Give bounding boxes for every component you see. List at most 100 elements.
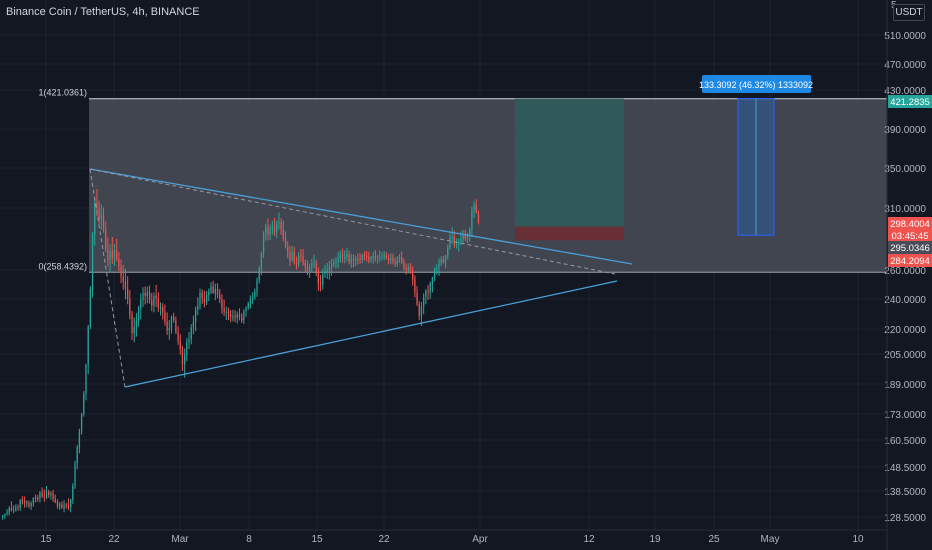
candle-body xyxy=(308,267,311,272)
candle-body xyxy=(352,259,355,261)
long-position-profit-zone xyxy=(515,98,624,227)
candle-body xyxy=(311,263,313,268)
candle-body xyxy=(317,271,320,284)
candle-body xyxy=(162,307,164,313)
candle-body xyxy=(201,292,203,299)
candle-body xyxy=(260,253,263,269)
candle-body xyxy=(361,255,363,260)
candle-body xyxy=(192,321,195,328)
candle-body xyxy=(449,237,451,248)
candle-body xyxy=(76,446,78,464)
candle-body xyxy=(153,295,155,306)
y-tick-label: 138.5000 xyxy=(884,487,926,498)
candle-body xyxy=(96,202,98,209)
candle-body xyxy=(409,266,412,271)
fib-level-0-label: 0(258.4392) xyxy=(38,261,87,271)
dashed-midline xyxy=(89,168,616,275)
y-tick-label: 160.5000 xyxy=(884,436,926,447)
candle-body xyxy=(72,485,74,501)
candle-body xyxy=(348,254,350,263)
candle-body xyxy=(120,266,122,277)
x-tick-label: 15 xyxy=(311,534,323,545)
candle-body xyxy=(241,317,243,321)
candle-body xyxy=(80,414,83,432)
candle-body xyxy=(414,279,416,293)
candle-body xyxy=(67,504,70,508)
candle-body xyxy=(105,229,107,250)
candle-body xyxy=(170,316,173,329)
candle-body xyxy=(107,249,109,261)
candle-body xyxy=(287,246,289,252)
candle-body xyxy=(129,299,131,315)
candle-body xyxy=(59,504,61,507)
candle-body xyxy=(298,255,300,265)
drawing-zones: 1(421.0361) 0(258.4392) 133.3092 (46.32%) … xyxy=(38,75,887,273)
candle-body xyxy=(190,327,192,340)
candle-body xyxy=(50,493,52,496)
candle-body xyxy=(429,282,431,293)
candle-body xyxy=(394,261,396,264)
candle-body xyxy=(26,502,28,504)
candle-body xyxy=(365,256,368,258)
price-label-box xyxy=(888,217,932,230)
candle-body xyxy=(34,497,37,499)
candle-body xyxy=(232,316,234,318)
candle-body xyxy=(21,499,24,501)
candle-body xyxy=(100,214,102,219)
candle-body xyxy=(15,507,17,510)
candle-body xyxy=(425,290,427,298)
candle-body xyxy=(155,295,157,299)
y-tick-label: 260.0000 xyxy=(884,266,926,277)
candle-body xyxy=(475,204,477,214)
candle-body xyxy=(405,267,407,271)
price-label: 298.4004 xyxy=(890,219,930,230)
candle-body xyxy=(398,256,401,260)
candle-body xyxy=(271,226,274,229)
price-label: 295.0346 xyxy=(890,243,930,254)
candle-body xyxy=(249,299,252,304)
candle-body xyxy=(370,257,372,261)
candle-body xyxy=(78,431,81,447)
candle-body xyxy=(289,251,291,261)
candle-body xyxy=(372,255,374,258)
candle-body xyxy=(56,501,59,507)
fib-level-1-label: 1(421.0361) xyxy=(38,88,87,98)
candle-body xyxy=(422,297,425,307)
candle-body xyxy=(473,204,475,211)
candle-body xyxy=(258,268,260,281)
candle-body xyxy=(420,306,423,316)
candle-body xyxy=(188,339,190,343)
candle-body xyxy=(131,314,133,334)
candle-body xyxy=(243,311,245,321)
y-tick-label: 350.0000 xyxy=(884,164,926,175)
candle-body xyxy=(444,255,447,262)
candle-body xyxy=(74,463,76,486)
candle-body xyxy=(466,235,469,239)
price-axis[interactable]: 510.0000 470.0000 430.0000 390.0000 350.0000… xyxy=(884,0,926,550)
candle-body xyxy=(181,349,184,364)
candle-body xyxy=(146,292,149,296)
candle-body xyxy=(225,311,227,313)
candle-body xyxy=(256,280,258,292)
candle-body xyxy=(133,326,135,334)
candle-body xyxy=(458,241,460,245)
dashed-swing-line xyxy=(89,168,126,388)
x-tick-label: 12 xyxy=(583,534,595,545)
time-axis[interactable]: 15 22 Mar 8 15 22 Apr 12 19 25 May 10 xyxy=(0,529,887,545)
x-tick-label: May xyxy=(761,534,780,545)
candle-body xyxy=(17,507,19,509)
candle-body xyxy=(383,255,385,257)
candle-body xyxy=(175,320,177,332)
candle-body xyxy=(179,340,181,350)
candle-body xyxy=(166,321,168,331)
candle-body xyxy=(346,254,348,258)
candle-body xyxy=(2,516,4,518)
candle-body xyxy=(460,238,462,242)
currency-selector[interactable]: USDT xyxy=(893,4,925,21)
candle-body xyxy=(477,213,480,223)
candle-body xyxy=(113,249,116,259)
candle-body xyxy=(118,258,120,267)
candle-body xyxy=(12,509,15,511)
candle-body xyxy=(227,311,230,315)
